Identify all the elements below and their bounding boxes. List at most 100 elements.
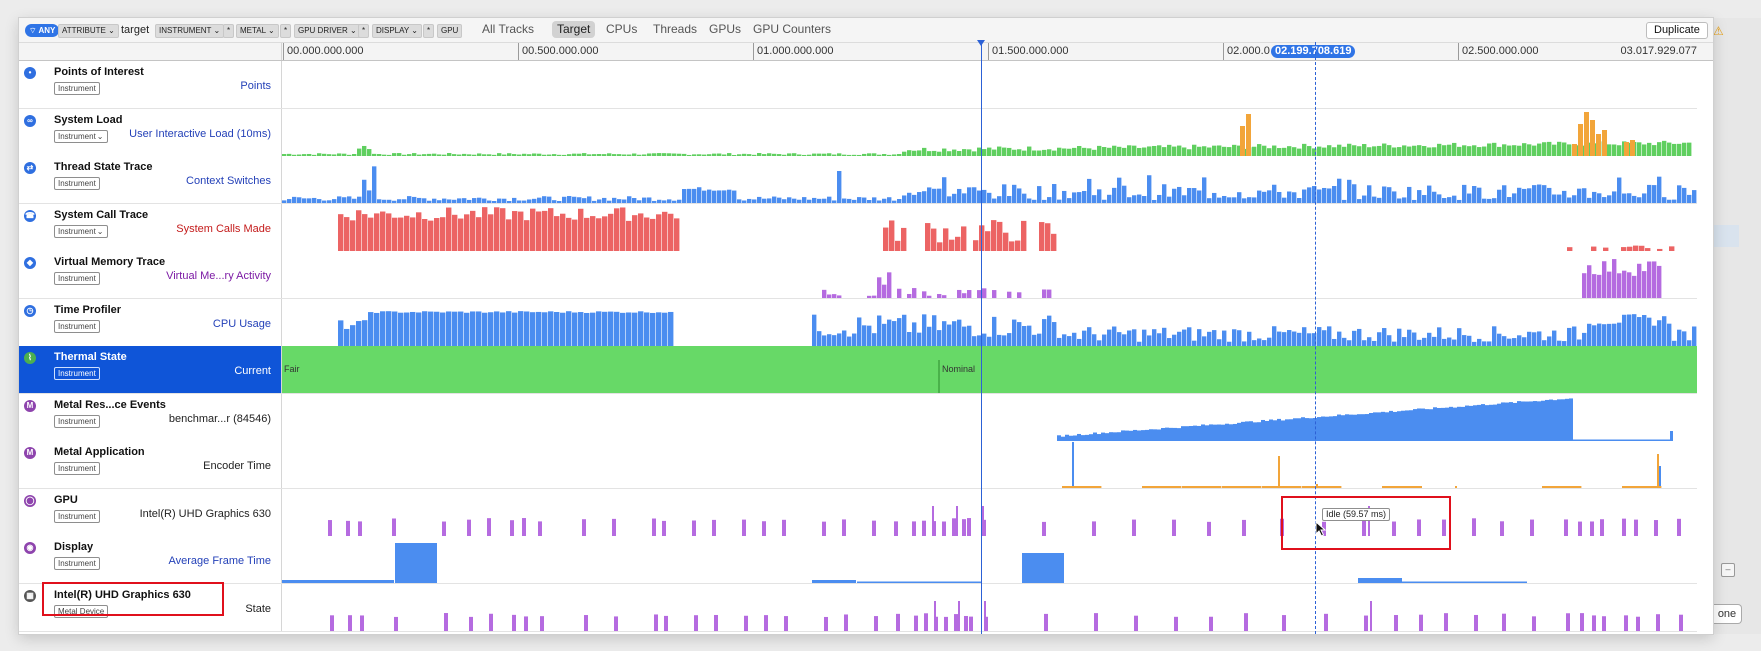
filter-token-metal[interactable]: METAL ⌄ <box>236 24 279 38</box>
track-lane-label[interactable]: Average Frame Time <box>168 555 271 567</box>
resource-step-bar <box>1177 427 1181 441</box>
track-header[interactable]: ⌇ Thermal State Instrument Current <box>19 346 282 393</box>
cpu-usage-bar <box>1677 329 1682 346</box>
track-row[interactable]: ▦ Intel(R) UHD Graphics 630 Metal Device… <box>19 583 1697 632</box>
track-header[interactable]: ◯ GPU Instrument Intel(R) UHD Graphics 6… <box>19 488 282 536</box>
context-switch-bar <box>1157 194 1162 203</box>
filter-token-wildcard-2[interactable]: * <box>280 24 292 38</box>
track-lane-label[interactable]: State <box>245 602 271 615</box>
track-header[interactable]: ☎ System Call Trace Instrument⌄ System C… <box>19 203 282 251</box>
track-header[interactable]: ▦ Intel(R) UHD Graphics 630 Metal Device… <box>19 583 282 631</box>
track-name: Metal Res...ce Events <box>54 398 166 411</box>
load-bar <box>1302 143 1307 156</box>
track-row[interactable]: ◉ Display Instrument Average Frame Time <box>19 536 1697 584</box>
track-lane-label[interactable]: User Interactive Load (10ms) <box>129 127 271 140</box>
cpu-usage-bar <box>1637 316 1642 346</box>
vm-bar <box>1017 292 1022 298</box>
warning-icon[interactable]: ⚠ <box>1713 24 1724 38</box>
tab-threads[interactable]: Threads <box>653 22 698 36</box>
tab-gpus[interactable]: GPUs <box>709 22 742 36</box>
cpu-usage-bar <box>398 312 404 346</box>
track-graph[interactable] <box>282 488 1697 536</box>
track-graph[interactable]: Fair Nominal <box>282 346 1697 393</box>
time-ruler[interactable]: 00.000.000.000 00.500.000.000 01.000.000… <box>19 43 1713 61</box>
track-header[interactable]: M Metal Application Instrument Encoder T… <box>19 441 282 488</box>
filter-token-attribute[interactable]: ATTRIBUTE ⌄ <box>58 24 119 38</box>
filter-token-gpu[interactable]: GPU <box>437 24 463 38</box>
track-header[interactable]: ◷ Time Profiler Instrument CPU Usage <box>19 298 282 346</box>
track-row[interactable]: ◆ Virtual Memory Trace Instrument Virtua… <box>19 251 1697 299</box>
cpu-usage-bar <box>1597 323 1602 346</box>
playhead-line[interactable] <box>977 40 985 634</box>
track-header[interactable]: ⇄ Thread State Trace Instrument Context … <box>19 156 282 203</box>
encoder-time-bar <box>1382 486 1422 488</box>
cpu-usage-bar <box>1457 327 1462 346</box>
track-graph[interactable] <box>282 583 1697 631</box>
track-lane-label[interactable]: CPU Usage <box>212 317 271 330</box>
track-graph[interactable] <box>282 441 1697 488</box>
vm-bar <box>907 293 912 298</box>
cpu-usage-bar <box>1037 333 1042 346</box>
track-row[interactable]: M Metal Res...ce Events Instrument bench… <box>19 393 1697 442</box>
track-graph[interactable] <box>282 393 1697 441</box>
tab-all-tracks[interactable]: All Tracks <box>482 22 535 36</box>
tab-cpus[interactable]: CPUs <box>606 22 638 36</box>
track-header[interactable]: M Metal Res...ce Events Instrument bench… <box>19 393 282 441</box>
tab-target[interactable]: Target <box>552 21 596 38</box>
track-header[interactable]: • Points of Interest Instrument Points <box>19 61 282 108</box>
cpu-usage-bar <box>1227 341 1232 346</box>
playhead-handle-icon[interactable] <box>977 40 985 46</box>
tab-gpu-counters[interactable]: GPU Counters <box>753 22 832 36</box>
track-row[interactable]: ∞ System Load Instrument⌄ User Interacti… <box>19 108 1697 157</box>
track-lane-label[interactable]: Virtual Me...ry Activity <box>166 270 271 282</box>
track-row[interactable]: ⇄ Thread State Trace Instrument Context … <box>19 156 1697 204</box>
track-graph[interactable] <box>282 298 1697 346</box>
track-lane-label[interactable]: Points <box>240 80 271 92</box>
inspector-button[interactable]: one <box>1713 604 1742 624</box>
filter-token-wildcard-1[interactable]: * <box>223 24 235 38</box>
track-lane-label[interactable]: benchmar...r (84546) <box>168 412 271 425</box>
load-bar <box>1317 146 1322 156</box>
syscall-bar <box>506 218 512 251</box>
track-row[interactable]: • Points of Interest Instrument Points <box>19 61 1697 109</box>
track-lane-label[interactable]: System Calls Made <box>176 222 271 235</box>
track-header[interactable]: ∞ System Load Instrument⌄ User Interacti… <box>19 108 282 156</box>
track-row[interactable]: ◯ GPU Instrument Intel(R) UHD Graphics 6… <box>19 488 1697 537</box>
filter-token-gpu-driver[interactable]: GPU DRIVER ⌄ <box>294 24 361 38</box>
syscall-bar <box>1021 220 1027 251</box>
load-spike-bar <box>1596 133 1601 156</box>
track-lane-label[interactable]: Current <box>234 365 271 377</box>
cpu-usage-bar <box>1282 331 1287 346</box>
load-bar <box>722 153 727 156</box>
track-lane-label[interactable]: Context Switches <box>186 175 271 187</box>
cpu-usage-bar <box>1632 313 1637 346</box>
track-graph[interactable] <box>282 156 1697 203</box>
track-graph[interactable] <box>282 203 1697 251</box>
any-filter-pill[interactable]: ⌔ ANY <box>25 24 60 37</box>
track-graph[interactable] <box>282 251 1697 298</box>
context-switch-bar <box>1522 188 1527 203</box>
track-lane-label[interactable]: Intel(R) UHD Graphics 630 <box>139 507 271 520</box>
track-header[interactable]: ◉ Display Instrument Average Frame Time <box>19 536 282 583</box>
track-row[interactable]: ☎ System Call Trace Instrument⌄ System C… <box>19 203 1697 252</box>
filter-token-display[interactable]: DISPLAY ⌄ <box>372 24 422 38</box>
track-header[interactable]: ◆ Virtual Memory Trace Instrument Virtua… <box>19 251 282 298</box>
collapse-icon[interactable]: – <box>1721 563 1735 577</box>
track-graph[interactable] <box>282 536 1697 583</box>
load-bar <box>777 153 782 156</box>
filter-token-wildcard-4[interactable]: * <box>423 24 435 38</box>
track-graph[interactable] <box>282 108 1697 156</box>
track-lane-label[interactable]: Encoder Time <box>203 460 271 472</box>
load-bar <box>792 152 797 156</box>
filter-token-wildcard-3[interactable]: * <box>358 24 370 38</box>
track-row[interactable]: ⌇ Thermal State Instrument Current Fair N… <box>19 346 1697 394</box>
filter-token-instrument[interactable]: INSTRUMENT ⌄ <box>155 24 225 38</box>
track-graph[interactable] <box>282 61 1697 108</box>
duplicate-button[interactable]: Duplicate <box>1646 22 1708 39</box>
track-row[interactable]: M Metal Application Instrument Encoder T… <box>19 441 1697 489</box>
syscall-bar <box>500 207 506 251</box>
load-bar <box>1177 145 1182 156</box>
gpu-activity-bar <box>614 615 618 631</box>
load-bar <box>477 152 482 156</box>
track-row[interactable]: ◷ Time Profiler Instrument CPU Usage <box>19 298 1697 347</box>
